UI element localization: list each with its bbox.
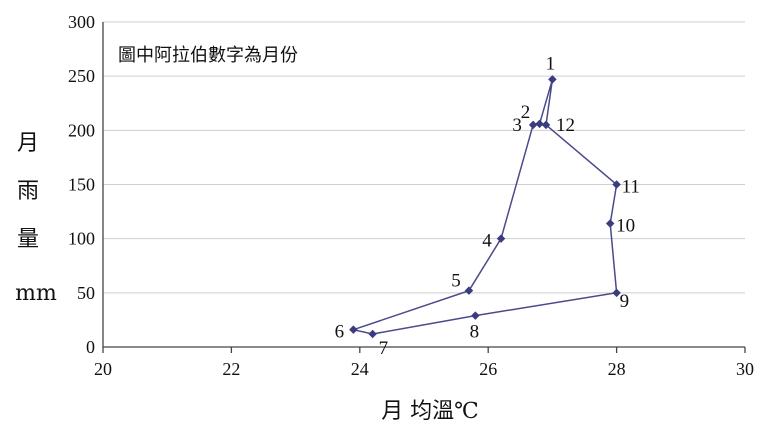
data-point-month-2 [535, 119, 544, 129]
data-point-month-5 [464, 286, 474, 295]
data-point-month-7 [368, 329, 377, 339]
y-tick-label: 250 [68, 66, 95, 86]
grid-lines [103, 21, 745, 294]
data-point-month-6 [349, 325, 358, 334]
x-tick-label: 26 [479, 359, 497, 379]
month-label: 6 [335, 322, 345, 343]
x-tick-label: 20 [94, 359, 112, 379]
y-axis-label-line-4: mm [15, 281, 57, 306]
month-label: 3 [512, 115, 522, 136]
x-axis-label: 月 均溫℃ [381, 399, 479, 424]
series-line [350, 79, 618, 335]
month-label: 1 [546, 53, 556, 74]
data-point-month-9 [612, 288, 621, 298]
y-axis-label-line-3: 量 [17, 227, 39, 252]
x-tick-label: 22 [222, 359, 240, 379]
month-label: 10 [616, 216, 635, 237]
chart-annotation: 圖中阿拉伯數字為月份 [118, 45, 298, 66]
data-point-month-8 [471, 311, 480, 320]
y-tick-label: 300 [68, 12, 95, 32]
month-label: 12 [556, 115, 575, 136]
month-label: 5 [451, 271, 461, 292]
month-label: 2 [521, 102, 531, 123]
y-tick-label: 150 [68, 175, 95, 195]
x-tick-label: 24 [351, 359, 369, 379]
y-axis-label: 月 雨 量 mm [15, 131, 57, 306]
y-tick-label: 50 [77, 283, 95, 303]
y-tick-label: 0 [86, 337, 95, 357]
series-line-path [350, 79, 618, 335]
month-label: 4 [482, 231, 492, 252]
month-label: 7 [379, 338, 389, 359]
y-tick-labels: 0 50 100 150 200 250 300 [68, 12, 95, 357]
y-tick-label: 200 [68, 120, 95, 140]
x-tick-label: 30 [736, 359, 754, 379]
y-tick-label: 100 [68, 229, 95, 249]
x-tick-labels: 20 22 24 26 28 30 [94, 359, 754, 379]
month-label: 11 [622, 177, 640, 198]
axes [102, 22, 746, 353]
month-label: 9 [620, 291, 630, 312]
data-point-month-4 [496, 234, 506, 243]
month-label: 8 [470, 322, 480, 343]
y-axis-label-line-1: 月 [17, 131, 39, 156]
data-point-month-10 [605, 219, 615, 228]
x-tick-label: 28 [608, 359, 626, 379]
y-axis-label-line-2: 雨 [17, 179, 39, 204]
